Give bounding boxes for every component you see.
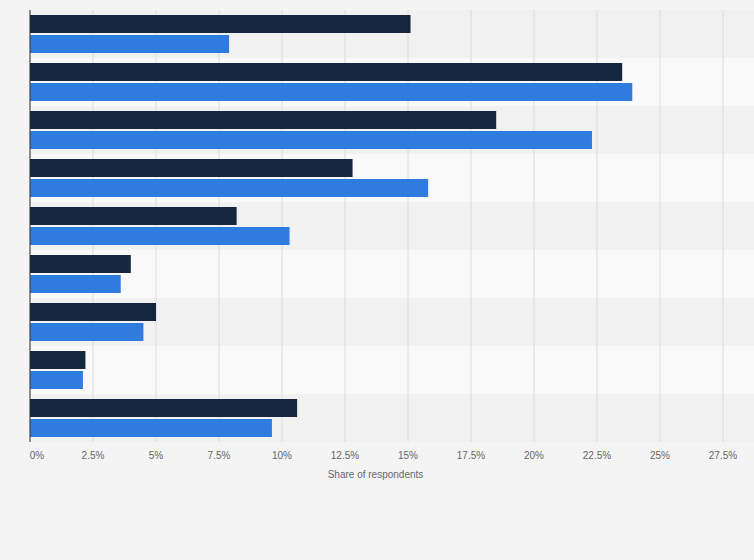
bar [30, 227, 290, 245]
tick-label: 25% [650, 450, 670, 461]
bar [30, 351, 85, 369]
tick-label: 17.5% [457, 450, 485, 461]
bar [30, 419, 272, 437]
tick-label: 12.5% [331, 450, 359, 461]
row-band [30, 10, 754, 58]
grid-line [660, 10, 661, 442]
bar [30, 15, 411, 33]
tick-label: 10% [272, 450, 292, 461]
bar [30, 83, 632, 101]
row-band [30, 346, 754, 394]
chart: 0% 2.5% 5% 7.5% 10% 12.5% 15% 17.5% 20% 22.5% 25% 2… [0, 0, 754, 560]
row-band [30, 298, 754, 346]
bar [30, 179, 428, 197]
bar [30, 371, 83, 389]
bar [30, 131, 592, 149]
bar [30, 159, 353, 177]
tick-label: 20% [524, 450, 544, 461]
tick-label: 7.5% [208, 450, 231, 461]
tick-label: 2.5% [82, 450, 105, 461]
bar [30, 63, 622, 81]
row-band [30, 250, 754, 298]
row-band [30, 202, 754, 250]
bars [30, 15, 632, 437]
tick-label: 22.5% [583, 450, 611, 461]
row-band [30, 106, 754, 154]
tick-label: 5% [149, 450, 164, 461]
grid-line [723, 10, 724, 442]
bar [30, 111, 496, 129]
background [0, 0, 754, 560]
tick-label: 0% [30, 450, 45, 461]
axis-line [30, 10, 31, 442]
tick-label: 27.5% [709, 450, 737, 461]
bar [30, 275, 121, 293]
row-band [30, 58, 754, 106]
tick-label: 15% [398, 450, 418, 461]
row-band [30, 394, 754, 442]
bar [30, 399, 297, 417]
row-band [30, 154, 754, 202]
bar [30, 303, 156, 321]
axis-title: Share of respondents [328, 469, 424, 480]
grid-line [30, 10, 31, 442]
bar [30, 255, 131, 273]
bar [30, 323, 143, 341]
bar [30, 207, 237, 225]
bar [30, 35, 229, 53]
